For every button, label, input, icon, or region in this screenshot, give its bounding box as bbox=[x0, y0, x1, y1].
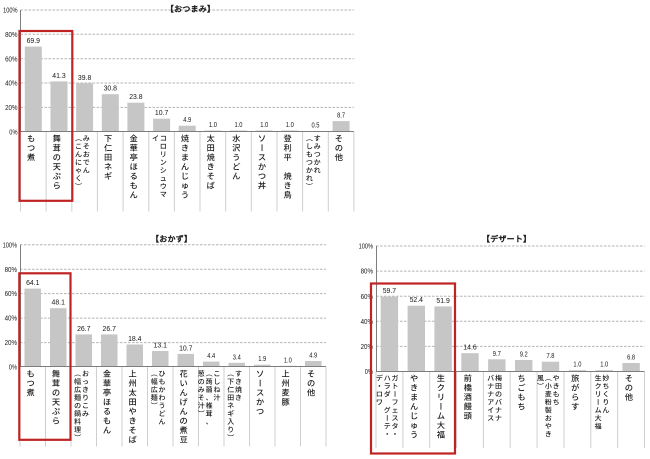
svg-text:41.3: 41.3 bbox=[52, 73, 66, 80]
svg-text:9.7: 9.7 bbox=[493, 351, 501, 358]
svg-text:0%: 0% bbox=[9, 363, 17, 372]
svg-text:60%: 60% bbox=[361, 292, 374, 301]
svg-text:80%: 80% bbox=[5, 30, 18, 39]
svg-text:1.0: 1.0 bbox=[260, 122, 268, 129]
svg-text:9.2: 9.2 bbox=[520, 352, 528, 359]
svg-text:1.9: 1.9 bbox=[258, 356, 266, 363]
svg-text:26.7: 26.7 bbox=[77, 326, 91, 333]
svg-text:52.4: 52.4 bbox=[410, 297, 424, 304]
svg-text:80%: 80% bbox=[361, 267, 374, 276]
svg-text:4.9: 4.9 bbox=[183, 117, 191, 124]
svg-text:1.0: 1.0 bbox=[235, 122, 243, 129]
svg-text:0%: 0% bbox=[365, 367, 373, 376]
svg-text:59.7: 59.7 bbox=[383, 288, 397, 295]
svg-text:10.7: 10.7 bbox=[179, 345, 193, 352]
svg-text:8.7: 8.7 bbox=[337, 113, 345, 120]
svg-text:39.8: 39.8 bbox=[78, 75, 92, 82]
svg-text:4.4: 4.4 bbox=[207, 353, 215, 360]
svg-text:30.8: 30.8 bbox=[104, 86, 118, 93]
svg-text:14.6: 14.6 bbox=[463, 345, 477, 352]
svg-text:13.1: 13.1 bbox=[154, 343, 168, 350]
svg-text:3.4: 3.4 bbox=[233, 354, 241, 361]
svg-text:100%: 100% bbox=[3, 6, 18, 15]
svg-text:0%: 0% bbox=[9, 127, 17, 136]
svg-text:0.5: 0.5 bbox=[312, 123, 320, 130]
svg-text:20%: 20% bbox=[5, 103, 18, 112]
svg-text:7.8: 7.8 bbox=[547, 353, 555, 360]
svg-text:69.9: 69.9 bbox=[27, 38, 41, 45]
svg-text:100%: 100% bbox=[3, 240, 18, 249]
svg-text:51.9: 51.9 bbox=[436, 298, 450, 305]
svg-text:20%: 20% bbox=[5, 338, 18, 347]
svg-text:100%: 100% bbox=[359, 242, 374, 251]
svg-text:64.1: 64.1 bbox=[26, 280, 40, 287]
svg-text:1.0: 1.0 bbox=[284, 357, 292, 364]
svg-text:10.7: 10.7 bbox=[155, 110, 169, 117]
svg-text:80%: 80% bbox=[5, 265, 18, 274]
svg-text:40%: 40% bbox=[5, 79, 18, 88]
svg-text:60%: 60% bbox=[5, 289, 18, 298]
svg-text:23.8: 23.8 bbox=[129, 94, 143, 101]
svg-text:1.0: 1.0 bbox=[600, 362, 608, 369]
svg-text:40%: 40% bbox=[361, 317, 374, 326]
svg-text:18.4: 18.4 bbox=[128, 336, 142, 343]
svg-text:40%: 40% bbox=[5, 314, 18, 323]
svg-text:60%: 60% bbox=[5, 54, 18, 63]
svg-text:20%: 20% bbox=[361, 342, 374, 351]
svg-text:4.9: 4.9 bbox=[309, 353, 317, 360]
svg-text:48.1: 48.1 bbox=[52, 300, 66, 307]
svg-text:1.0: 1.0 bbox=[209, 122, 217, 129]
svg-text:1.0: 1.0 bbox=[573, 362, 581, 369]
svg-text:6.8: 6.8 bbox=[627, 355, 635, 362]
svg-text:1.0: 1.0 bbox=[286, 122, 294, 129]
svg-text:26.7: 26.7 bbox=[103, 326, 117, 333]
